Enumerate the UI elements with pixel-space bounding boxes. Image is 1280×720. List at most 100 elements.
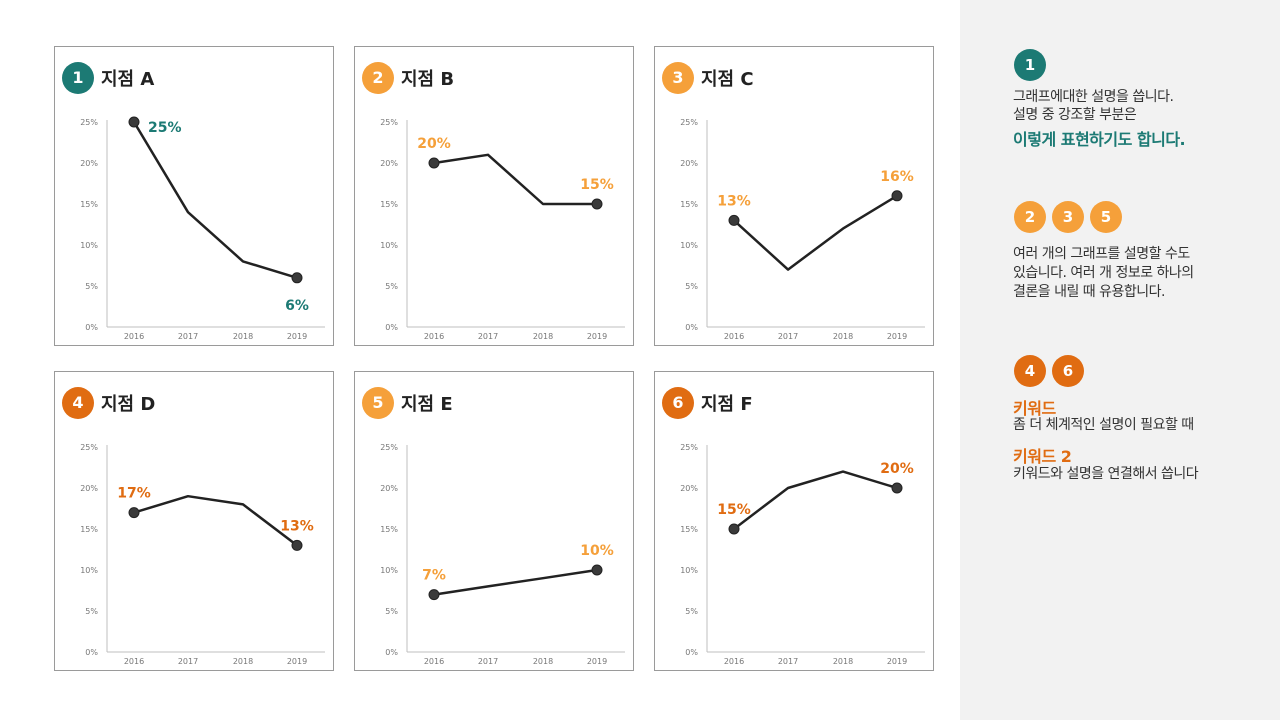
section-badge: 6 <box>1052 355 1084 387</box>
section-badge: 3 <box>1052 201 1084 233</box>
data-label: 20% <box>880 461 914 477</box>
x-tick-label: 2019 <box>587 332 607 341</box>
data-point-marker <box>591 198 603 210</box>
data-label: 16% <box>880 169 914 185</box>
data-label: 6% <box>285 298 309 314</box>
x-tick-label: 2016 <box>124 657 144 666</box>
x-tick-label: 2019 <box>887 657 907 666</box>
data-label: 13% <box>280 518 314 534</box>
y-tick-label: 0% <box>85 323 98 332</box>
section-badge: 2 <box>1014 201 1046 233</box>
x-tick-label: 2016 <box>724 657 744 666</box>
y-tick-label: 20% <box>380 159 398 168</box>
x-tick-label: 2019 <box>887 332 907 341</box>
x-tick-label: 2018 <box>533 332 553 341</box>
x-tick-label: 2017 <box>478 332 498 341</box>
y-tick-label: 25% <box>680 443 698 452</box>
y-tick-label: 15% <box>380 525 398 534</box>
data-label: 20% <box>417 136 451 152</box>
data-point-marker <box>428 589 440 601</box>
panel-number-badge: 6 <box>662 387 694 419</box>
panel-number-badge: 3 <box>662 62 694 94</box>
y-tick-label: 15% <box>380 200 398 209</box>
y-tick-label: 0% <box>85 648 98 657</box>
x-tick-label: 2019 <box>287 332 307 341</box>
chart-panel-b: 2 지점 B 0% 5% 10% 15% 20% 25% 2016 2017 2018 2019 2… <box>354 46 634 346</box>
description-line: 있습니다. 여러 개 정보로 하나의 <box>1013 265 1194 281</box>
section-badge: 4 <box>1014 355 1046 387</box>
x-tick-label: 2018 <box>533 657 553 666</box>
chart-panel-e: 5 지점 E 0% 5% 10% 15% 20% 25% 2016 2017 2018 2019 7… <box>354 371 634 671</box>
line-chart: 0% 5% 10% 15% 20% 25% 2016 2017 2018 2019 15% 20% <box>680 443 925 666</box>
y-tick-label: 15% <box>80 525 98 534</box>
data-label: 13% <box>717 193 751 209</box>
series-line <box>133 494 298 547</box>
y-tick-label: 0% <box>685 323 698 332</box>
x-tick-label: 2016 <box>424 332 444 341</box>
x-tick-label: 2016 <box>724 332 744 341</box>
section-badge: 1 <box>1014 49 1046 81</box>
chart-panel-c: 3 지점 C 0% 5% 10% 15% 20% 25% 2016 2017 2018 2019 1… <box>654 46 934 346</box>
data-label: 10% <box>580 543 614 559</box>
description-line: 그래프에대한 설명을 씁니다. <box>1013 89 1174 105</box>
y-tick-label: 5% <box>85 282 98 291</box>
keyword-title: 키워드 2 <box>1013 447 1072 466</box>
line-chart: 0% 5% 10% 15% 20% 25% 2016 2017 2018 2019 17% 13% <box>80 443 325 666</box>
description-line: 여러 개의 그래프를 설명할 수도 <box>1013 246 1190 262</box>
x-tick-label: 2017 <box>178 657 198 666</box>
panel-title: 지점 A <box>101 69 155 90</box>
y-tick-label: 10% <box>80 566 98 575</box>
line-chart: 0% 5% 10% 15% 20% 25% 2016 2017 2018 2019 25% 6% <box>80 116 325 341</box>
data-point-marker <box>591 564 603 576</box>
line-chart: 0% 5% 10% 15% 20% 25% 2016 2017 2018 2019 20% 15% <box>380 118 625 341</box>
panel-number-badge: 2 <box>362 62 394 94</box>
y-tick-label: 5% <box>685 607 698 616</box>
series-line <box>733 194 898 271</box>
data-label: 25% <box>148 120 182 136</box>
panel-title: 지점 D <box>101 394 156 415</box>
data-point-marker <box>891 482 903 494</box>
x-tick-label: 2017 <box>178 332 198 341</box>
y-tick-label: 20% <box>80 159 98 168</box>
series-line <box>433 568 598 596</box>
data-point-marker <box>728 523 740 535</box>
y-tick-label: 15% <box>680 525 698 534</box>
data-label: 15% <box>580 177 614 193</box>
y-tick-label: 5% <box>385 607 398 616</box>
y-tick-label: 5% <box>385 282 398 291</box>
y-tick-label: 20% <box>80 484 98 493</box>
data-point-marker <box>128 116 140 128</box>
y-tick-label: 25% <box>380 443 398 452</box>
x-tick-label: 2018 <box>833 332 853 341</box>
x-tick-label: 2017 <box>778 657 798 666</box>
line-chart: 0% 5% 10% 15% 20% 25% 2016 2017 2018 2019 7% 10% <box>380 443 625 666</box>
y-tick-label: 10% <box>80 241 98 250</box>
panel-title: 지점 F <box>701 394 753 415</box>
y-tick-label: 15% <box>680 200 698 209</box>
x-tick-label: 2017 <box>478 657 498 666</box>
data-label: 17% <box>117 486 151 502</box>
x-tick-label: 2016 <box>424 657 444 666</box>
description-line: 설명 중 강조할 부분은 <box>1013 107 1137 123</box>
chart-panel-f: 6 지점 F 0% 5% 10% 15% 20% 25% 2016 2017 2018 2019 1… <box>654 371 934 671</box>
data-label: 15% <box>717 502 751 518</box>
series-line <box>433 153 597 206</box>
y-tick-label: 5% <box>685 282 698 291</box>
data-point-marker <box>291 272 303 284</box>
keyword-description: 좀 더 체계적인 설명이 필요할 때 <box>1013 417 1194 433</box>
x-tick-label: 2018 <box>833 657 853 666</box>
x-tick-label: 2018 <box>233 332 253 341</box>
y-tick-label: 20% <box>680 484 698 493</box>
data-label: 7% <box>422 568 446 584</box>
keyword-description: 키워드와 설명을 연결해서 씁니다 <box>1013 466 1199 482</box>
x-tick-label: 2019 <box>587 657 607 666</box>
section-badge: 5 <box>1090 201 1122 233</box>
chart-panel-d: 4 지점 D 0% 5% 10% 15% 20% 25% 2016 2017 2018 2019 1… <box>54 371 334 671</box>
y-tick-label: 20% <box>380 484 398 493</box>
y-tick-label: 25% <box>80 118 98 127</box>
y-tick-label: 25% <box>380 118 398 127</box>
emphasis-text: 이렇게 표현하기도 합니다. <box>1013 130 1186 149</box>
data-point-marker <box>428 157 440 169</box>
y-tick-label: 0% <box>385 648 398 657</box>
panel-number-badge: 4 <box>62 387 94 419</box>
